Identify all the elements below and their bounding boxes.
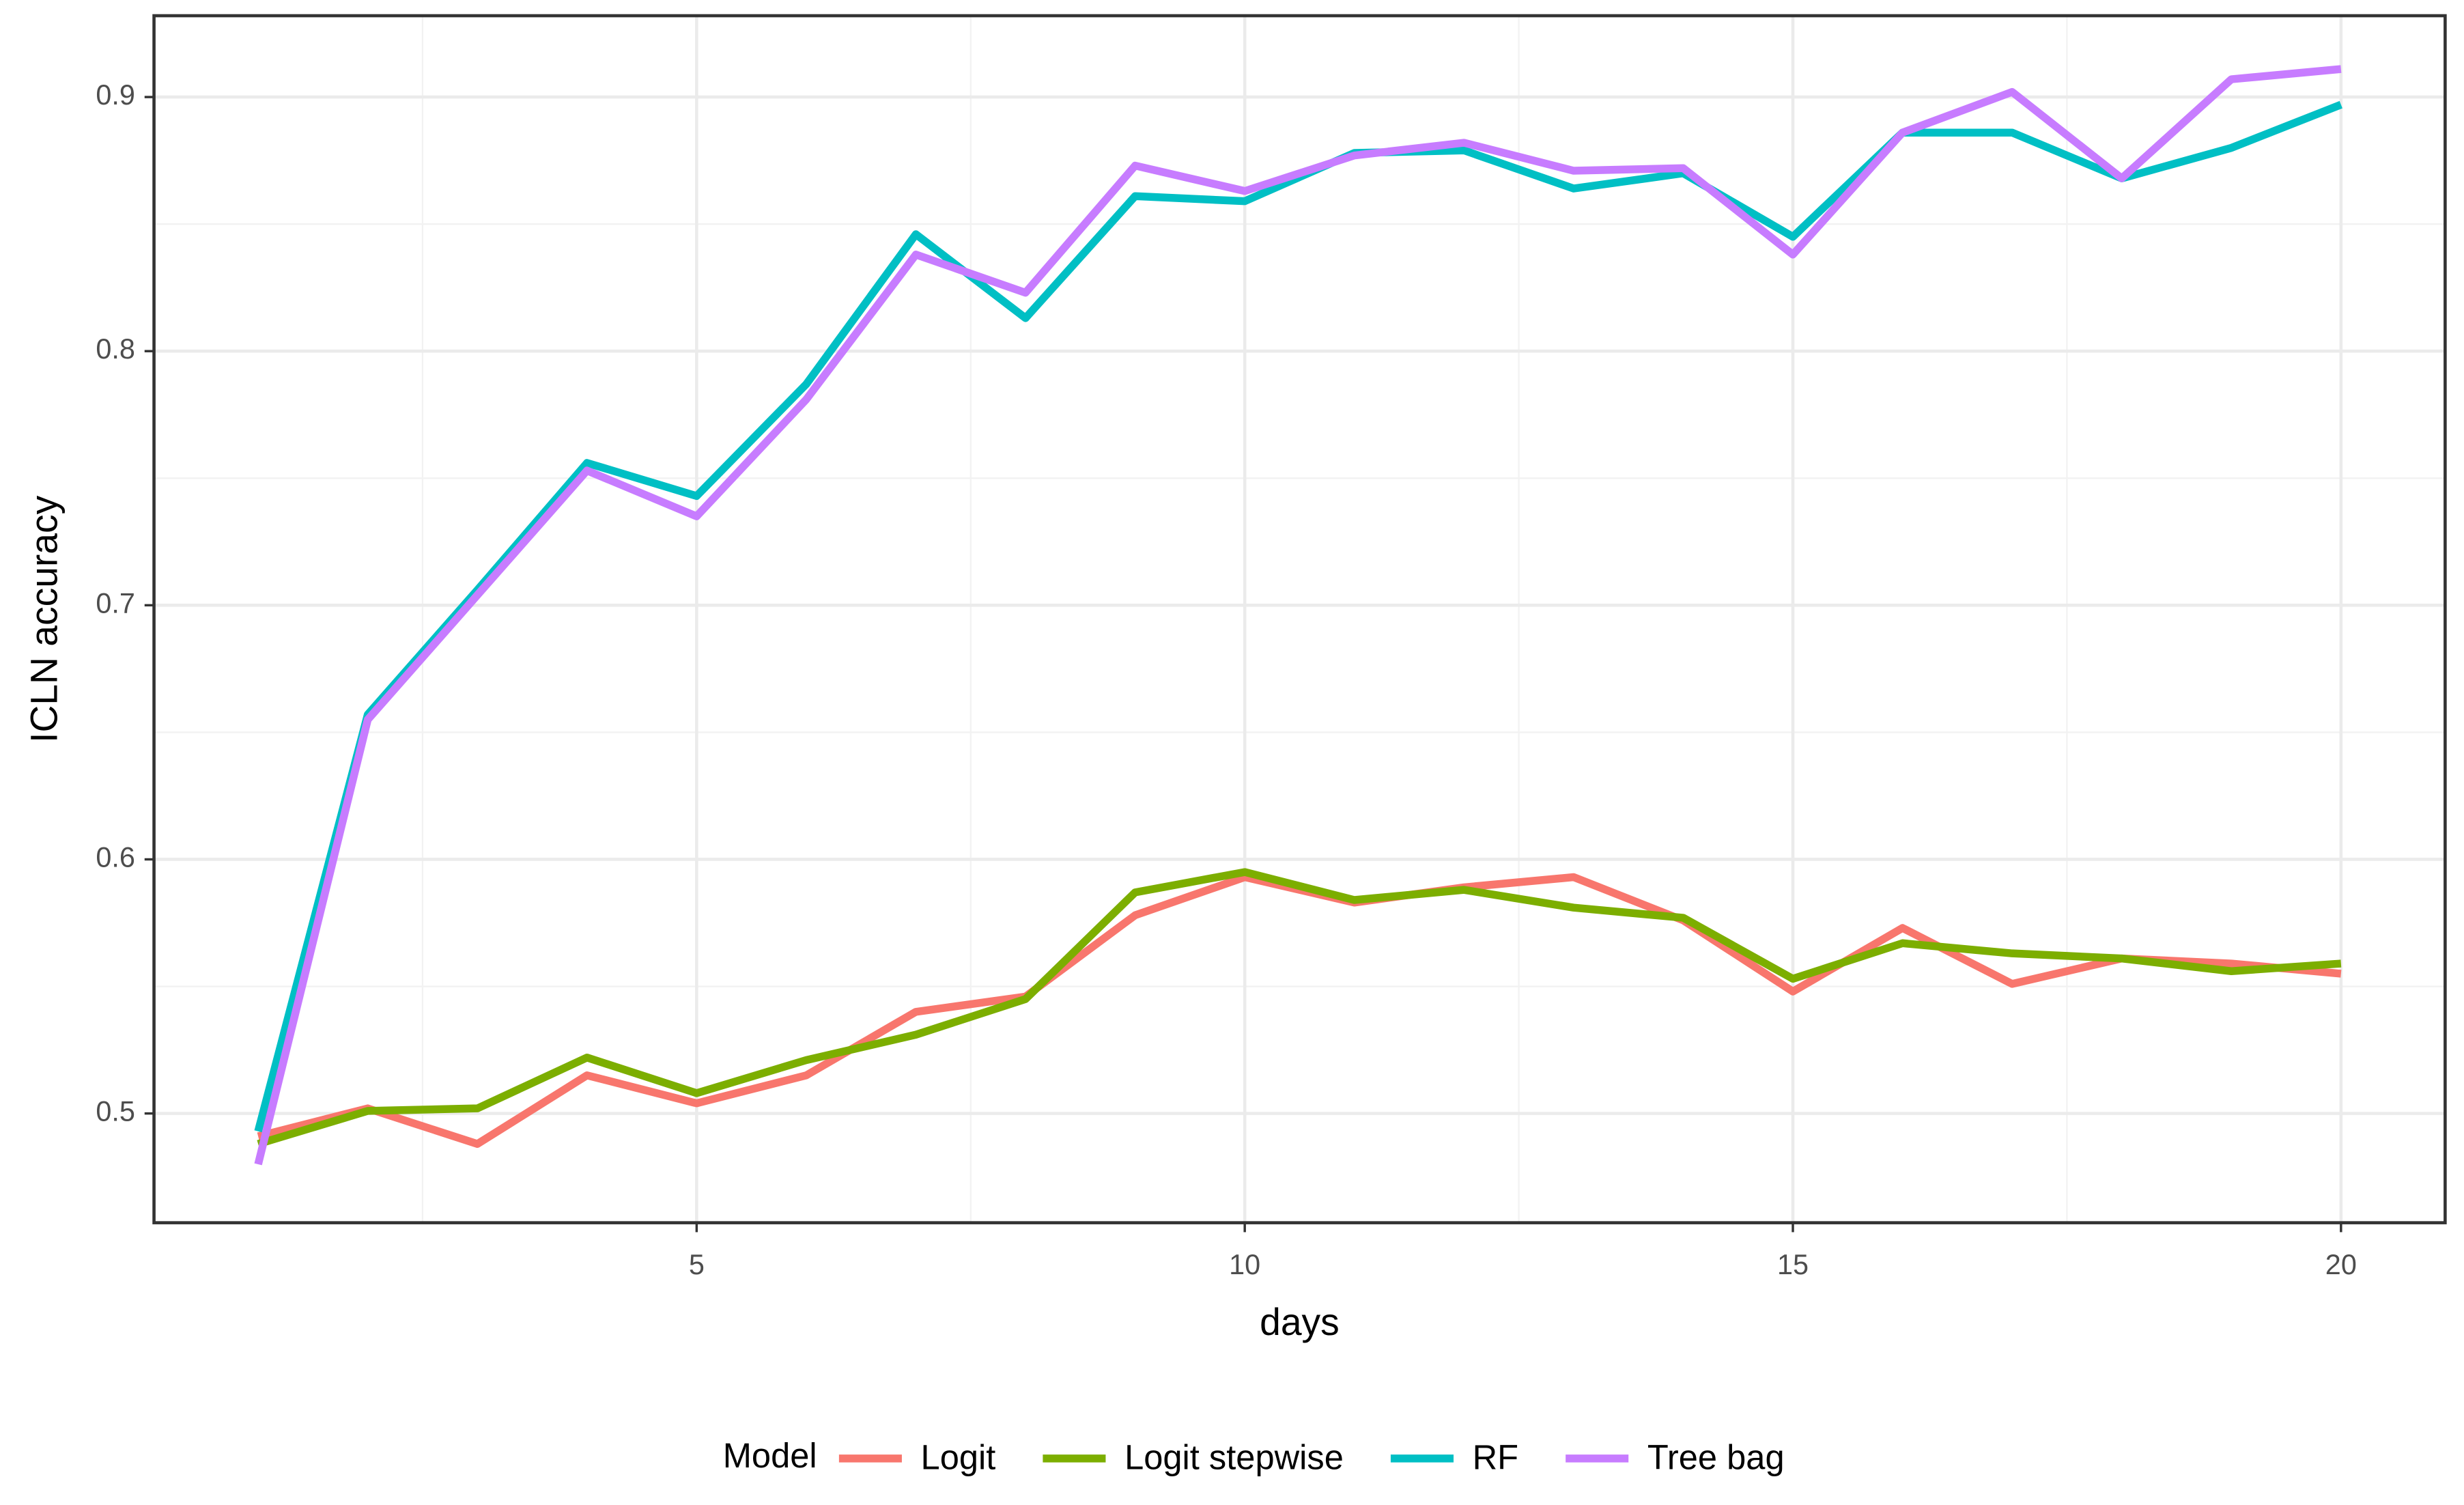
plot-border [152, 14, 2447, 1224]
series-line [257, 868, 2342, 1148]
y-axis-title: ICLN accuracy [23, 495, 66, 742]
x-tick-label: 10 [1229, 1249, 1260, 1280]
x-tick-label: 5 [689, 1249, 705, 1280]
series-line [254, 65, 2342, 1166]
series-line [257, 873, 2342, 1149]
x-tick-label: 15 [1777, 1249, 1809, 1280]
x-axis-title: days [1260, 1301, 1340, 1343]
legend-label: Tree bag [1647, 1438, 1785, 1477]
y-tick-label: 0.8 [96, 333, 135, 365]
x-tick-label: 20 [2325, 1249, 2357, 1280]
y-tick-label: 0.7 [96, 587, 135, 619]
legend-label: Logit [921, 1438, 996, 1477]
y-tick-label: 0.5 [96, 1096, 135, 1127]
legend-label: Logit stepwise [1124, 1438, 1344, 1477]
y-tick-label: 0.6 [96, 841, 135, 873]
legend-title: Model [723, 1436, 817, 1475]
legend-label: RF [1473, 1438, 1518, 1477]
y-tick-label: 0.9 [96, 79, 135, 111]
